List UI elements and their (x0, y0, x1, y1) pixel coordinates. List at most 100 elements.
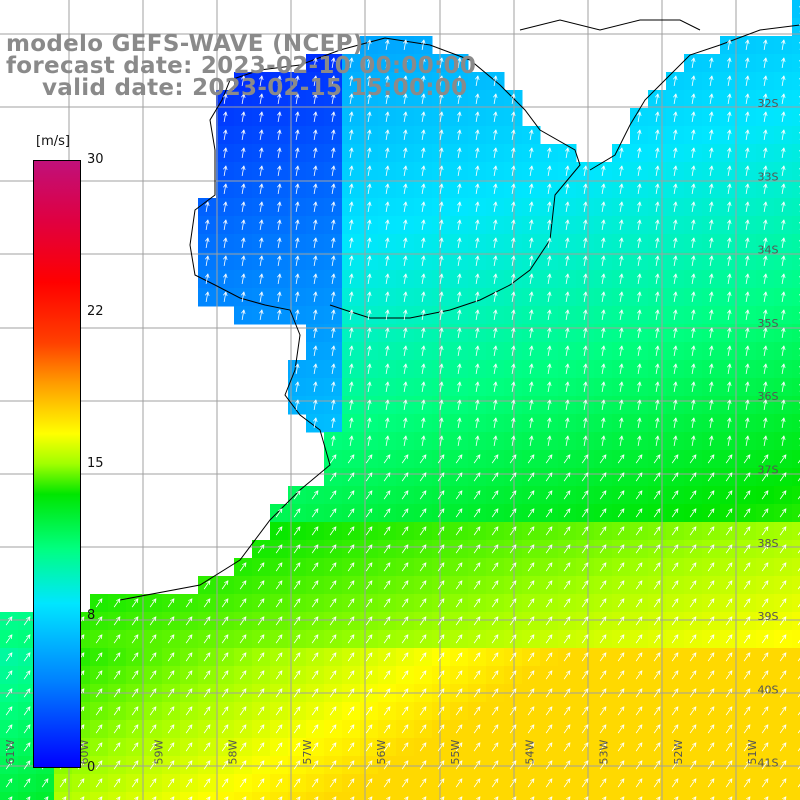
wind-arrow (617, 526, 625, 536)
wind-arrow (509, 760, 517, 770)
wind-arrow (763, 75, 768, 86)
wind-arrow (709, 57, 714, 68)
wind-arrow (725, 760, 733, 770)
wind-arrow (275, 598, 283, 608)
wind-arrow (709, 363, 714, 374)
wind-arrow (239, 634, 247, 644)
wind-arrow (563, 634, 571, 644)
wind-arrow (385, 327, 390, 338)
wind-arrow (617, 580, 625, 590)
wind-arrow (763, 57, 768, 68)
wind-arrow (167, 634, 175, 644)
wind-arrow (347, 616, 355, 626)
wind-arrow (331, 111, 336, 122)
wind-arrow (743, 688, 751, 698)
wind-arrow (671, 706, 679, 716)
wind-arrow (599, 490, 607, 500)
wind-arrow (439, 291, 444, 302)
wind-arrow (457, 327, 462, 338)
wind-arrow (367, 219, 372, 230)
wind-arrow (239, 580, 247, 590)
wind-arrow (653, 580, 661, 590)
wind-arrow (547, 399, 552, 410)
wind-arrow (419, 634, 427, 644)
wind-arrow (259, 165, 264, 176)
wind-arrow (797, 531, 800, 536)
wind-arrow (221, 580, 229, 590)
wind-arrow (653, 760, 661, 770)
wind-arrow (365, 634, 373, 644)
wind-arrow (763, 345, 768, 356)
wind-arrow (727, 327, 732, 338)
wind-arrow (455, 526, 463, 536)
wind-arrow (745, 273, 750, 284)
wind-arrow (797, 783, 800, 788)
wind-arrow (617, 490, 625, 500)
wind-arrow (439, 417, 444, 428)
wind-arrow (203, 616, 211, 626)
coastline-north (589, 24, 800, 171)
wind-arrow (671, 616, 679, 626)
wind-arrow (439, 111, 444, 122)
wind-arrow (707, 760, 715, 770)
wind-arrow (437, 472, 445, 482)
wind-arrow (223, 273, 228, 284)
longitude-label: 55W (449, 739, 462, 764)
wind-arrow (617, 724, 625, 734)
wind-arrow (421, 219, 426, 230)
wind-arrow (545, 634, 553, 644)
wind-arrow (781, 435, 786, 446)
wind-arrow (5, 742, 13, 752)
wind-arrow (619, 147, 624, 158)
wind-arrow (349, 57, 354, 68)
wind-arrow (689, 760, 697, 770)
wind-arrow (419, 778, 427, 788)
wind-cell (288, 792, 307, 800)
wind-arrow (689, 778, 697, 788)
wind-arrow (203, 760, 211, 770)
wind-cell (792, 306, 800, 325)
wind-arrow (223, 219, 228, 230)
wind-arrow (653, 526, 661, 536)
wind-arrow (311, 544, 319, 554)
wind-arrow (401, 616, 409, 626)
wind-arrow (491, 652, 499, 662)
wind-arrow (761, 490, 769, 500)
wind-arrow (671, 454, 679, 464)
colorbar-tick-15: 15 (87, 456, 104, 471)
wind-arrow (367, 201, 372, 212)
wind-arrow (743, 742, 751, 752)
wind-arrow (95, 616, 103, 626)
wind-arrow (457, 399, 462, 410)
wind-arrow (529, 273, 534, 284)
wind-arrow (311, 670, 319, 680)
wind-arrow (457, 255, 462, 266)
wind-arrow (311, 616, 319, 626)
wind-arrow (529, 201, 534, 212)
wind-arrow (581, 760, 589, 770)
wind-arrow (545, 490, 553, 500)
wind-arrow (655, 381, 660, 392)
wind-arrow (403, 147, 408, 158)
wind-arrow (797, 765, 800, 770)
wind-arrow (131, 616, 139, 626)
wind-arrow (331, 291, 336, 302)
wind-cell (792, 180, 800, 199)
wind-arrow (259, 291, 264, 302)
wind-arrow (329, 598, 337, 608)
wind-arrow (149, 634, 157, 644)
wind-cell (486, 792, 505, 800)
wind-arrow (547, 291, 552, 302)
wind-arrow (547, 183, 552, 194)
wind-arrow (691, 417, 696, 428)
wind-arrow (581, 652, 589, 662)
wind-arrow (763, 291, 768, 302)
wind-arrow (673, 147, 678, 158)
wind-arrow (725, 454, 733, 464)
wind-arrow (457, 291, 462, 302)
wind-arrow (601, 345, 606, 356)
wind-arrow (419, 472, 427, 482)
wind-arrow (763, 417, 768, 428)
wind-arrow (367, 57, 372, 68)
wind-arrow (383, 724, 391, 734)
